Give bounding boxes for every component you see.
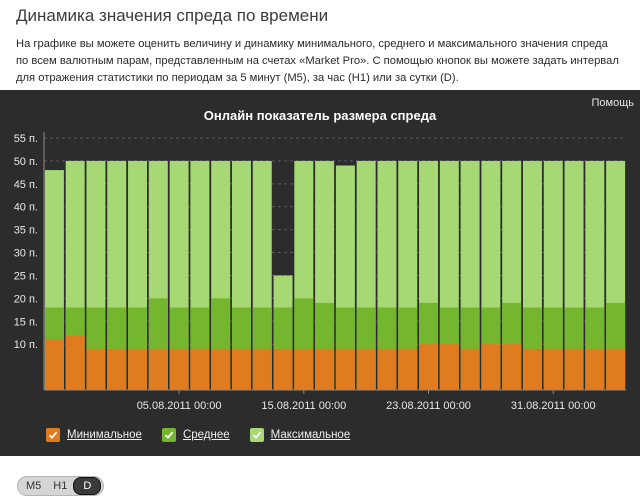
y-tick-label: 25 п.: [14, 270, 38, 282]
bar-min: [315, 348, 335, 390]
legend-label-avg[interactable]: Среднее: [182, 429, 230, 441]
spread-chart-panel: 10 п. 15 п. 20 п. 25 п. 30 п. 35 п. 40 п. 45 п.…: [0, 90, 640, 456]
page-description: На графике вы можете оценить величину и …: [16, 38, 619, 84]
y-tick-label: 55 п.: [14, 133, 38, 145]
period-button-d[interactable]: D: [73, 477, 102, 495]
y-tick-label: 35 п.: [14, 225, 38, 237]
x-tick-label: 15.08.2011 00:00: [261, 400, 346, 412]
chart-title: Онлайн показатель размера спреда: [203, 108, 437, 123]
bar-min: [273, 348, 293, 390]
bar-min: [564, 348, 584, 390]
bar-min: [107, 348, 127, 390]
bar-min: [44, 339, 64, 390]
bar-min: [522, 348, 542, 390]
y-tick-label: 10 п.: [14, 339, 38, 351]
y-tick-label: 40 п.: [14, 202, 38, 214]
bar-min: [231, 348, 251, 390]
bar-min: [481, 344, 501, 390]
bar-min: [169, 348, 189, 390]
period-button-m5[interactable]: M5: [26, 480, 42, 492]
bar-min: [419, 344, 439, 390]
bar-min: [190, 348, 210, 390]
chart-legend: Минимальное Среднее Максимальное: [46, 428, 350, 442]
x-tick-label: 23.08.2011 00:00: [386, 400, 471, 412]
bar-min: [356, 348, 376, 390]
period-button-h1[interactable]: H1: [53, 480, 68, 492]
legend-label-max[interactable]: Максимальное: [270, 429, 351, 441]
y-tick-label: 20 п.: [14, 293, 38, 305]
page-title: Динамика значения спреда по времени: [16, 6, 329, 25]
avg-checkbox-icon[interactable]: [161, 428, 176, 442]
bar-min: [335, 348, 355, 390]
bar-min: [128, 348, 148, 390]
bar-min: [65, 335, 85, 390]
y-tick-label: 30 п.: [14, 248, 38, 260]
bar-min: [252, 348, 272, 390]
bar-min: [543, 348, 563, 390]
bar-min: [439, 344, 459, 390]
bar-min: [86, 348, 106, 390]
bar-min: [211, 348, 231, 390]
x-tick-label: 05.08.2011 00:00: [137, 400, 222, 412]
min-checkbox-icon[interactable]: [46, 428, 60, 442]
bar-min: [398, 348, 418, 390]
max-checkbox-icon[interactable]: [249, 428, 264, 442]
bar-min: [502, 344, 522, 390]
bar-min: [606, 348, 626, 390]
x-tick-label: 31.08.2011 00:00: [511, 400, 596, 412]
legend-item-min[interactable]: Минимальное: [46, 428, 142, 442]
bar-min: [294, 348, 314, 390]
spread-chart: 10 п. 15 п. 20 п. 25 п. 30 п. 35 п. 40 п. 45 п.…: [14, 132, 626, 412]
y-tick-label: 15 п.: [14, 316, 38, 328]
bar-min: [377, 348, 397, 390]
bar-min: [148, 348, 168, 390]
bar-min: [585, 348, 605, 390]
help-link[interactable]: Помощь: [591, 97, 635, 109]
y-tick-label: 45 п.: [14, 179, 38, 191]
legend-item-max[interactable]: Максимальное: [249, 428, 351, 442]
bar-min: [460, 348, 480, 390]
period-selector: M5 H1 D: [17, 476, 105, 496]
legend-label-min[interactable]: Минимальное: [67, 429, 142, 441]
y-tick-label: 50 п.: [14, 156, 38, 168]
legend-item-avg[interactable]: Среднее: [161, 428, 230, 442]
